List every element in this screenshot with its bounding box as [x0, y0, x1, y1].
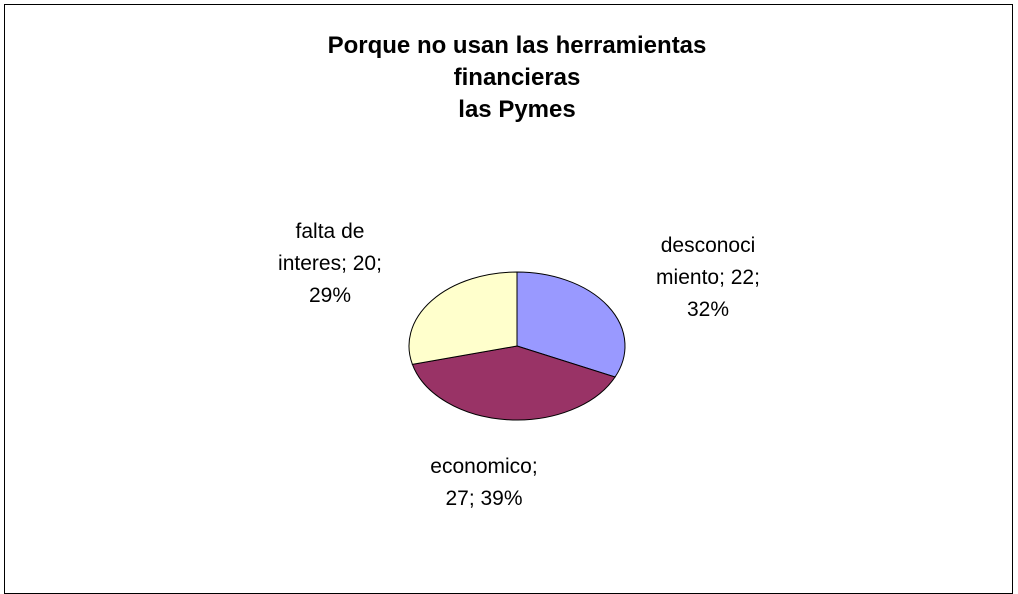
chart — [408, 271, 626, 421]
data-label: falta de interes; 20; 29% — [278, 220, 382, 307]
data-label: economico; 27; 39% — [430, 455, 538, 510]
data-label: desconoci miento; 22; 32% — [656, 234, 760, 321]
chart-title: Porque no usan las herramientas financie… — [327, 32, 707, 123]
pie-slice — [408, 271, 518, 365]
page: Porque no usan las herramientas financie… — [4, 4, 1013, 594]
pie-slice — [516, 271, 626, 378]
pie-slice — [411, 345, 616, 421]
